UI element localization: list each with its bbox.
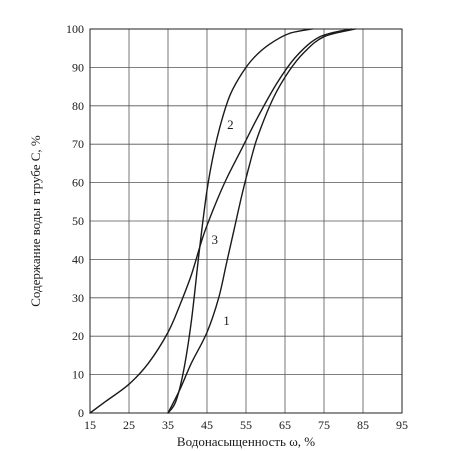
y-tick-label: 70: [72, 137, 84, 151]
y-tick-label: 0: [78, 406, 84, 420]
y-tick-label: 30: [72, 291, 84, 305]
y-tick-label: 40: [72, 252, 84, 266]
y-tick-label: 50: [72, 214, 84, 228]
x-tick-labels: 15 25 35 45 55 65 75 85 95: [84, 418, 408, 432]
x-tick-label: 65: [279, 418, 291, 432]
y-tick-label: 100: [66, 22, 84, 36]
y-tick-label: 80: [72, 99, 84, 113]
x-tick-label: 85: [357, 418, 369, 432]
x-tick-label: 45: [201, 418, 213, 432]
x-tick-label: 25: [123, 418, 135, 432]
plot-frame: [89, 28, 403, 414]
y-tick-label: 20: [72, 329, 84, 343]
y-axis-title: Содержание воды в трубе C, %: [28, 135, 43, 307]
grid-lines: [89, 28, 403, 414]
series-labels: 1 2 3: [212, 117, 234, 328]
y-tick-label: 10: [72, 368, 84, 382]
curve-label-3: 3: [212, 232, 219, 247]
series-lines: [89, 28, 356, 414]
x-tick-label: 75: [318, 418, 330, 432]
x-axis-title: Водонасыщенность ω, %: [177, 434, 315, 449]
x-tick-label: 95: [396, 418, 408, 432]
curve-3: [89, 28, 352, 414]
curve-label-2: 2: [227, 117, 234, 132]
curve-2: [167, 28, 313, 414]
x-tick-label: 55: [240, 418, 252, 432]
curve-1: [167, 28, 356, 414]
x-tick-label: 15: [84, 418, 96, 432]
y-tick-labels: 0 10 20 30 40 50 60 70 80 90 100: [66, 22, 84, 420]
x-tick-label: 35: [162, 418, 174, 432]
y-tick-label: 60: [72, 176, 84, 190]
curve-label-1: 1: [223, 313, 230, 328]
y-tick-label: 90: [72, 60, 84, 74]
